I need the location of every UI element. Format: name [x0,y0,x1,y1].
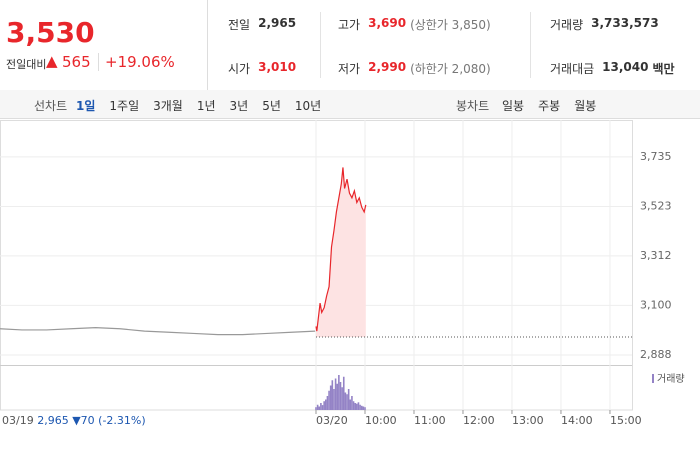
x-tick-label: 11:00 [414,414,446,427]
candle-tab-label: 봉차트 [456,99,490,113]
prev-rate: (-2.31%) [98,414,146,427]
price: 3,530 [6,16,95,49]
stat-value: 2,990 [368,60,407,74]
period-tab[interactable]: 10년 [294,99,322,113]
period-tab[interactable]: 1년 [196,99,216,113]
volume-bar [315,407,317,410]
price-line [315,167,367,332]
period-tab[interactable]: 1일 [76,99,96,113]
change-arrow: ▲ [46,52,58,70]
volume-bar [352,401,355,410]
area [316,167,366,337]
volume-bar [354,403,356,410]
volume-bar [323,401,325,410]
volume-bar [349,399,352,410]
x-tick-label: 03/20 [316,414,348,427]
change-rate: +19.06% [98,53,175,71]
line-tab-label: 선차트 [34,99,68,113]
tab-bar [0,90,700,119]
volume-bar [351,396,353,410]
volume-bar [333,389,335,410]
prev-change: 70 [80,414,95,427]
candle-tab[interactable]: 월봉 [574,99,597,113]
volume-bar [346,394,348,410]
volume-bar [336,383,339,410]
volume-bar [321,405,324,410]
divider [320,12,321,78]
volume-bar [344,392,347,410]
period-tab[interactable]: 5년 [262,99,281,113]
y-tick-label: 2,888 [640,348,672,361]
stat-label: 시가 [228,62,251,76]
x-tick-label: 13:00 [512,414,544,427]
candle-tab[interactable]: 일봉 [502,99,525,113]
x-tick-label: 12:00 [463,414,495,427]
volume-bar [320,403,322,410]
stat-unit: 백만 [652,62,675,76]
stat-label: 저가 [338,62,361,76]
y-tick-label: 3,523 [640,199,672,212]
stat-value: 3,690 [368,16,407,30]
volume-bar [329,385,332,410]
y-tick-label: 3,312 [640,249,672,262]
stat-value: 13,040 [602,60,649,74]
period-tab[interactable]: 1주일 [109,99,140,113]
stat-label: 전일 [228,18,251,32]
volume-bar [347,389,350,410]
volume-bar [360,405,363,410]
volume-bar [326,396,329,410]
stat-note: (하한가 2,080) [410,62,491,76]
prev-info: 03/19 2,965 ▼70 (-2.31%) [2,414,146,427]
chart: 3,735 3,523 3,312 3,100 2,888 03/20 10:00 11:00… [0,120,685,427]
volume-bar [328,390,330,410]
period-tab[interactable]: 3개월 [153,99,183,113]
volume-bar [362,406,365,410]
x-tick-label: 15:00 [610,414,642,427]
prev-date: 03/19 [2,414,34,427]
volume-bar [324,399,327,410]
stat-label: 거래량 [550,18,584,32]
header [0,0,700,91]
prev-arrow: ▼ [72,414,81,427]
volume-bar [334,378,337,410]
volume-bar [339,382,342,410]
price-line [0,326,316,336]
prev-close: 2,965 [37,414,69,427]
stat-value: 2,965 [258,16,297,30]
volume-bar [342,376,345,410]
volume-bar [341,387,343,410]
y-tick-label: 3,735 [640,150,672,163]
change: 565 [62,53,91,71]
volume-bar [364,407,366,410]
legend-swatch [652,374,654,383]
y-tick-label: 3,100 [640,298,672,311]
stat-label: 거래대금 [550,62,595,76]
volume-bar [338,375,340,410]
volume-bar [356,403,358,410]
volume-bar [331,380,334,410]
change-label: 전일대비 [6,58,47,71]
divider [207,0,208,90]
volume-bar [316,404,319,410]
stat-value: 3,733,573 [591,16,659,30]
stat-note: (상한가 3,850) [410,18,491,32]
candle-tab[interactable]: 주봉 [538,99,561,113]
x-tick-label: 14:00 [561,414,593,427]
volume-bar [318,406,321,410]
stat-value: 3,010 [258,60,297,74]
x-tick-label: 10:00 [365,414,397,427]
volume-bar [357,402,360,410]
legend-label: 거래량 [657,373,685,385]
volume-bar [359,404,361,410]
divider [530,12,531,78]
period-tab[interactable]: 3년 [229,99,249,113]
stat-label: 고가 [338,18,361,32]
